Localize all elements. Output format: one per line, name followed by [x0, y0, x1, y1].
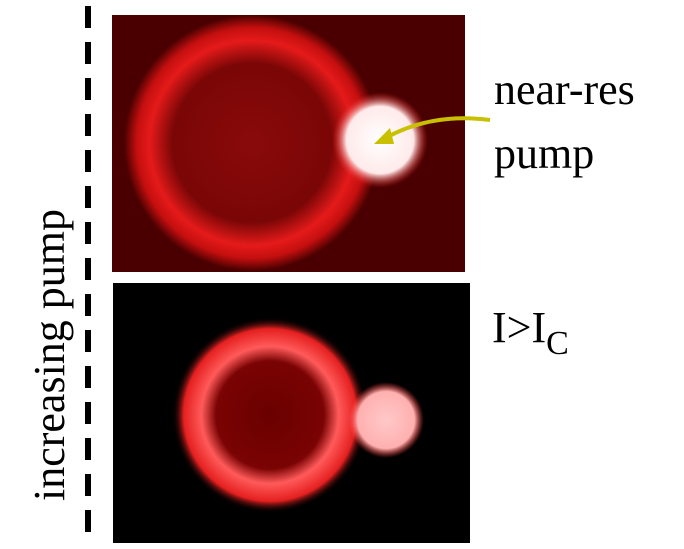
- bottom-label: I>IC: [492, 303, 569, 362]
- bottom-label-subscript: C: [546, 325, 569, 362]
- bottom-label-main: I>I: [492, 303, 546, 352]
- top-label: pump: [494, 129, 594, 178]
- bottom-image: [113, 283, 470, 543]
- page: {"side_label": "increasing pump", "top_p…: [0, 0, 684, 544]
- side-label: increasing pump: [25, 209, 74, 501]
- top-image: [112, 15, 465, 272]
- figure: increasing pump near-res pump I>IC: [0, 0, 684, 544]
- top-label: near-res: [494, 65, 635, 114]
